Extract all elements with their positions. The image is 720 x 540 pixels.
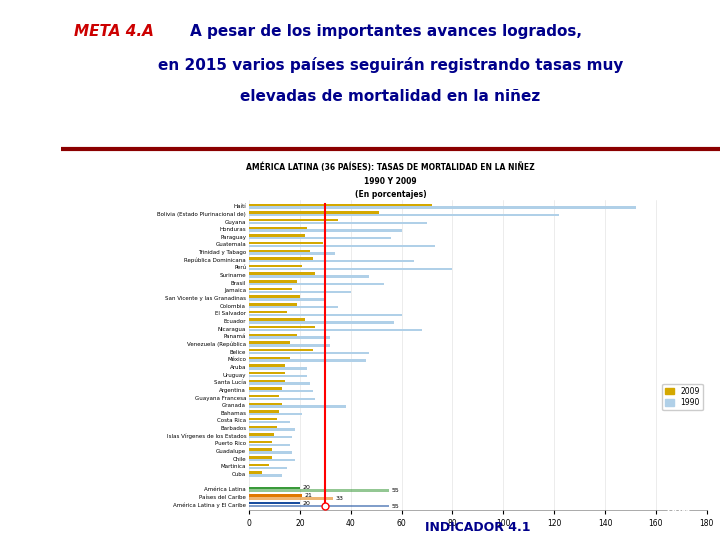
Bar bbox=[249, 421, 289, 423]
Bar bbox=[249, 464, 269, 466]
Bar bbox=[249, 489, 389, 492]
Bar bbox=[249, 260, 414, 262]
Text: 4,5 y 6: 4,5 y 6 bbox=[663, 522, 698, 531]
Bar bbox=[249, 326, 315, 328]
Bar bbox=[249, 451, 292, 454]
Bar bbox=[249, 306, 338, 308]
Bar bbox=[249, 219, 338, 221]
Bar bbox=[249, 230, 402, 232]
Bar bbox=[249, 397, 315, 400]
Bar bbox=[249, 275, 369, 278]
Text: 55: 55 bbox=[392, 488, 399, 493]
Bar bbox=[249, 303, 297, 306]
Bar bbox=[249, 336, 330, 339]
Bar bbox=[249, 471, 261, 474]
Text: (En porcentajes): (En porcentajes) bbox=[355, 190, 426, 199]
Bar bbox=[249, 497, 333, 500]
Bar bbox=[249, 237, 392, 239]
Bar bbox=[249, 288, 292, 290]
Bar bbox=[249, 211, 379, 214]
Bar bbox=[249, 502, 300, 504]
Bar bbox=[249, 413, 302, 415]
Text: META 4.A: META 4.A bbox=[74, 24, 154, 39]
Bar bbox=[249, 433, 274, 436]
Bar bbox=[249, 314, 402, 316]
Bar bbox=[249, 395, 279, 397]
Text: 33: 33 bbox=[336, 496, 343, 501]
Bar bbox=[249, 227, 307, 229]
Bar bbox=[249, 360, 366, 362]
Bar bbox=[249, 390, 312, 393]
Bar bbox=[249, 449, 272, 451]
Bar bbox=[249, 295, 300, 298]
Bar bbox=[249, 242, 323, 244]
Bar bbox=[249, 321, 394, 323]
Bar bbox=[249, 410, 279, 413]
Bar bbox=[249, 402, 282, 405]
Bar bbox=[249, 495, 302, 497]
Bar bbox=[249, 204, 432, 206]
Text: 20: 20 bbox=[302, 501, 310, 506]
Bar bbox=[249, 352, 369, 354]
Bar bbox=[249, 426, 277, 428]
Bar bbox=[249, 206, 636, 209]
Bar bbox=[249, 387, 282, 390]
Bar bbox=[249, 319, 305, 321]
Bar bbox=[249, 298, 325, 301]
Bar bbox=[249, 310, 287, 313]
Bar bbox=[249, 505, 389, 507]
Bar bbox=[249, 234, 305, 237]
Text: AMÉRICA LATINA (36 PAÍSES): TASAS DE MORTALIDAD EN LA NIÑEZ: AMÉRICA LATINA (36 PAÍSES): TASAS DE MOR… bbox=[246, 162, 535, 172]
Text: ODM-: ODM- bbox=[667, 508, 694, 517]
Bar bbox=[249, 268, 452, 270]
Text: 55: 55 bbox=[392, 503, 399, 509]
Bar bbox=[249, 356, 289, 359]
Bar bbox=[249, 341, 289, 344]
Text: en 2015 varios países seguirán registrando tasas muy: en 2015 varios países seguirán registran… bbox=[158, 57, 624, 73]
Text: INDICADOR 4.1: INDICADOR 4.1 bbox=[425, 521, 531, 534]
Bar bbox=[249, 349, 312, 352]
Bar bbox=[249, 406, 346, 408]
Bar bbox=[249, 375, 307, 377]
Bar bbox=[249, 257, 312, 260]
Bar bbox=[249, 273, 315, 275]
Bar bbox=[249, 280, 297, 282]
Bar bbox=[249, 252, 336, 255]
Bar bbox=[249, 344, 330, 347]
Bar bbox=[249, 467, 287, 469]
Bar bbox=[249, 245, 435, 247]
Bar bbox=[249, 283, 384, 285]
Bar bbox=[249, 249, 310, 252]
Bar bbox=[249, 372, 284, 374]
Bar bbox=[249, 474, 282, 477]
Bar bbox=[249, 441, 272, 443]
Bar bbox=[249, 428, 294, 431]
Bar bbox=[249, 265, 302, 267]
Text: A pesar de los importantes avances logrados,: A pesar de los importantes avances logra… bbox=[189, 24, 582, 39]
Bar bbox=[249, 418, 277, 420]
Bar bbox=[249, 456, 272, 458]
Bar bbox=[249, 334, 297, 336]
Bar bbox=[249, 222, 427, 224]
Text: 21: 21 bbox=[305, 493, 312, 498]
Bar bbox=[249, 380, 284, 382]
Bar bbox=[249, 291, 351, 293]
Bar bbox=[249, 329, 422, 331]
Text: elevadas de mortalidad en la niñez: elevadas de mortalidad en la niñez bbox=[240, 89, 541, 104]
Bar bbox=[249, 214, 559, 217]
Text: 1990 Y 2009: 1990 Y 2009 bbox=[364, 177, 417, 186]
Bar bbox=[249, 436, 292, 438]
Legend: 2009, 1990: 2009, 1990 bbox=[662, 384, 703, 410]
Text: 20: 20 bbox=[302, 485, 310, 490]
Bar bbox=[249, 382, 310, 385]
Bar bbox=[249, 364, 284, 367]
Bar bbox=[249, 459, 294, 461]
Bar bbox=[249, 367, 307, 369]
Bar bbox=[249, 487, 300, 489]
Bar bbox=[249, 443, 289, 446]
